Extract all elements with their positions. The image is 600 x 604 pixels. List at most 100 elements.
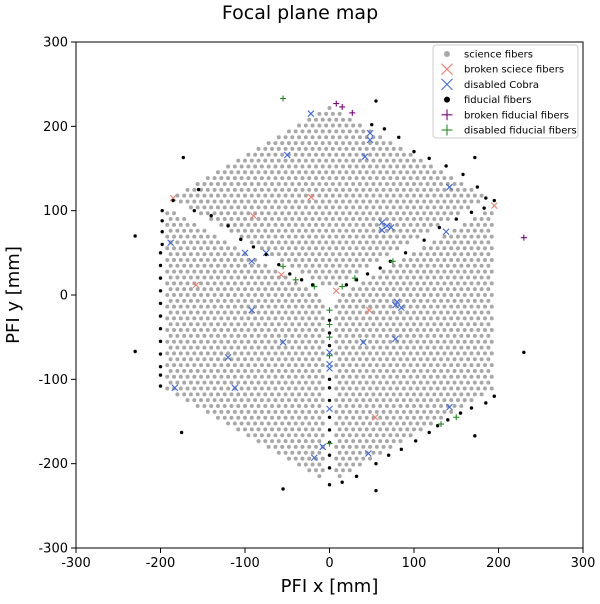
science-fiber (324, 217, 329, 222)
science-fiber (334, 129, 339, 134)
science-fiber (236, 170, 241, 175)
science-fiber (209, 310, 214, 315)
science-fiber (232, 363, 237, 368)
science-fiber (422, 328, 427, 333)
science-fiber (384, 252, 389, 257)
science-fiber (293, 304, 298, 309)
legend-entry: disabled Cobra (441, 78, 539, 91)
science-fiber (408, 211, 413, 216)
science-fiber (442, 304, 447, 309)
science-fiber (344, 415, 349, 420)
science-fiber (236, 217, 241, 222)
science-fiber (435, 257, 440, 262)
science-fiber (476, 316, 481, 321)
science-fiber (418, 263, 423, 268)
science-fiber (364, 333, 369, 338)
science-fiber (432, 181, 437, 186)
science-fiber (317, 228, 322, 233)
science-fiber (178, 293, 183, 297)
science-fiber (205, 363, 210, 368)
science-fiber (344, 170, 349, 175)
science-fiber (185, 269, 190, 274)
science-fiber (364, 170, 369, 175)
science-fiber (364, 217, 369, 222)
science-fiber (270, 170, 275, 175)
science-fiber (175, 252, 180, 257)
science-fiber (479, 263, 484, 268)
science-fiber (388, 281, 393, 286)
science-fiber (313, 304, 318, 309)
science-fiber (317, 404, 322, 409)
science-fiber (459, 357, 464, 362)
science-fiber (222, 415, 227, 420)
science-fiber (418, 193, 423, 198)
science-fiber (253, 409, 258, 414)
science-fiber (384, 345, 389, 350)
science-fiber (307, 211, 312, 216)
science-fiber (398, 170, 403, 175)
disabled-cobra-point (393, 298, 401, 306)
science-fiber (253, 269, 258, 274)
science-fiber (300, 339, 305, 344)
science-fiber (425, 322, 430, 327)
science-fiber (442, 176, 447, 181)
disabled-cobra-point (279, 338, 287, 346)
science-fiber (351, 380, 356, 385)
science-fiber (202, 310, 207, 315)
science-fiber (482, 234, 487, 239)
science-fiber (357, 158, 362, 163)
science-fiber (462, 293, 467, 297)
science-fiber (418, 368, 423, 373)
fiducial-fibers-point (484, 401, 488, 405)
science-fiber (378, 240, 383, 245)
science-fiber (202, 345, 207, 350)
science-fiber (462, 316, 467, 321)
science-fiber (452, 345, 457, 350)
science-fiber (239, 328, 244, 333)
science-fiber (195, 252, 200, 257)
science-fiber (466, 380, 471, 385)
science-fiber (364, 415, 369, 420)
science-fiber (371, 298, 376, 303)
science-fiber (361, 351, 366, 356)
science-fiber (371, 275, 376, 280)
science-fiber (317, 170, 322, 175)
science-fiber (243, 357, 247, 362)
science-fiber (297, 287, 302, 292)
science-fiber (165, 211, 170, 216)
science-fiber (482, 257, 487, 262)
science-fiber (361, 234, 366, 239)
science-fiber (232, 374, 237, 379)
science-fiber (344, 298, 349, 303)
fiducial-fibers-point (454, 217, 458, 221)
fiducial-fibers-point (399, 447, 404, 452)
science-fiber (368, 363, 373, 368)
science-fiber (432, 287, 437, 292)
science-fiber (401, 374, 406, 379)
science-fiber (381, 444, 386, 449)
science-fiber (395, 421, 400, 426)
science-fiber (405, 263, 410, 268)
science-fiber (466, 263, 471, 268)
science-fiber (364, 368, 369, 373)
science-fiber (368, 328, 373, 333)
science-fiber (381, 187, 386, 192)
science-fiber (320, 246, 325, 251)
science-fiber (462, 398, 467, 403)
science-fiber (236, 287, 241, 292)
science-fiber (185, 246, 190, 251)
science-fiber (337, 111, 342, 116)
science-fiber (263, 333, 268, 338)
science-fiber (364, 205, 369, 210)
science-fiber (239, 351, 244, 356)
science-fiber (229, 205, 234, 210)
science-fiber (310, 181, 315, 186)
science-fiber (388, 339, 393, 344)
disabled-cobra-point (248, 257, 256, 265)
science-fiber (415, 234, 420, 239)
science-fiber (172, 351, 177, 356)
science-fiber (195, 392, 200, 397)
science-fiber (486, 298, 491, 303)
science-fiber (415, 269, 420, 274)
science-fiber (374, 281, 379, 286)
